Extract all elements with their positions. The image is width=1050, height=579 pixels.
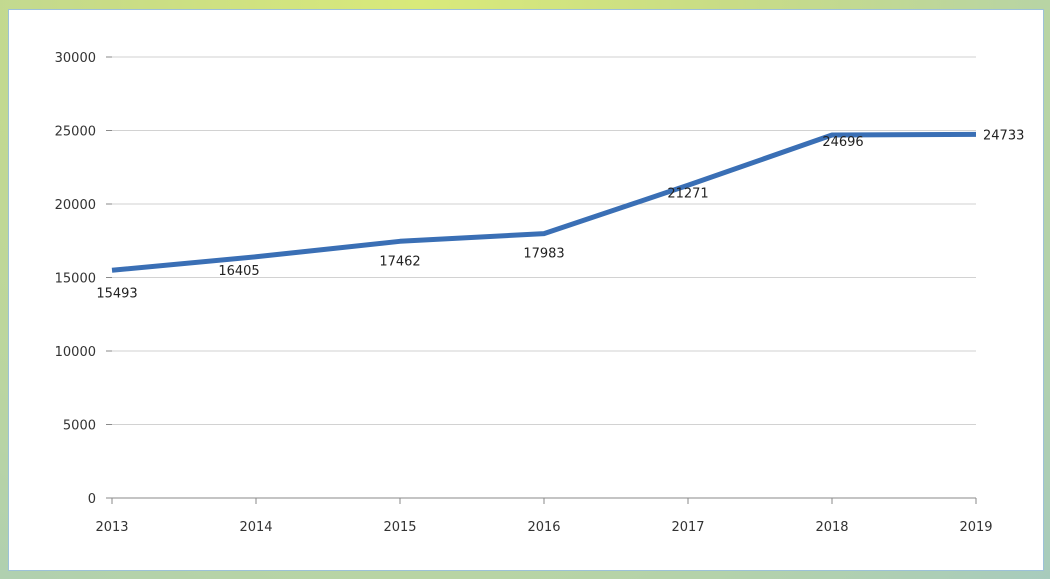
data-label: 17983	[523, 247, 564, 262]
y-tick-label: 30000	[55, 51, 96, 66]
axes	[106, 56, 977, 504]
y-tick-labels: 0 5000 10000 15000 20000 25000 30000	[55, 51, 96, 507]
x-tick-label: 2014	[239, 520, 272, 535]
series-line	[111, 131, 977, 273]
y-tick-label: 20000	[55, 198, 96, 213]
y-tick-label: 0	[88, 492, 96, 507]
x-tick-labels: 2013 2014 2015 2016 2017 2018 2019	[95, 520, 992, 535]
y-tick-label: 10000	[55, 345, 96, 360]
y-tick-label: 25000	[55, 125, 96, 140]
chart-frame	[8, 9, 1044, 571]
data-label: 17462	[379, 254, 420, 269]
series-lines	[111, 131, 977, 273]
x-tick-label: 2017	[671, 520, 704, 535]
x-tick-label: 2018	[815, 520, 848, 535]
data-label: 24696	[822, 135, 863, 150]
x-tick-label: 2015	[383, 520, 416, 535]
x-tick-label: 2016	[527, 520, 560, 535]
x-tick-label: 2013	[95, 520, 128, 535]
data-label: 21271	[667, 186, 708, 201]
data-label: 24733	[983, 128, 1024, 143]
y-tick-label: 15000	[55, 272, 96, 287]
gridlines	[112, 56, 976, 425]
data-label: 16405	[218, 264, 259, 279]
x-tick-label: 2019	[959, 520, 992, 535]
data-label: 15493	[96, 286, 137, 301]
y-tick-label: 5000	[63, 419, 96, 434]
data-labels: 15493 16405 17462 17983 21271 24696 24733	[96, 128, 1024, 301]
